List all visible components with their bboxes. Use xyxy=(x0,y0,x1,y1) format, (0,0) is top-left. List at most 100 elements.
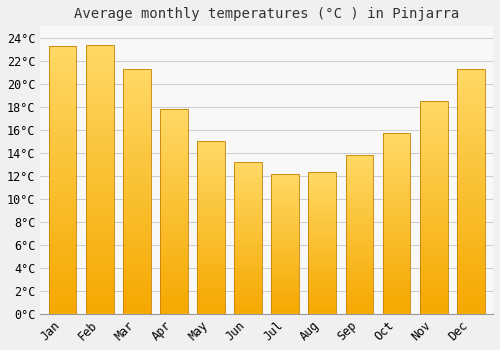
Bar xyxy=(160,310,188,314)
Bar xyxy=(86,55,114,61)
Bar xyxy=(308,212,336,215)
Bar xyxy=(48,132,76,137)
Bar xyxy=(382,227,410,231)
Bar xyxy=(382,133,410,137)
Bar xyxy=(346,298,374,301)
Bar xyxy=(382,220,410,224)
Bar xyxy=(48,250,76,255)
Bar xyxy=(160,216,188,220)
Bar xyxy=(272,263,299,266)
Bar xyxy=(457,275,484,280)
Bar xyxy=(48,206,76,212)
Bar xyxy=(308,288,336,291)
Bar xyxy=(86,77,114,82)
Bar xyxy=(123,108,150,113)
Bar xyxy=(420,271,448,275)
Bar xyxy=(123,147,150,152)
Bar xyxy=(457,182,484,187)
Bar xyxy=(160,134,188,138)
Bar xyxy=(272,286,299,289)
Bar xyxy=(420,122,448,127)
Bar xyxy=(308,184,336,187)
Bar xyxy=(86,201,114,206)
Bar xyxy=(234,226,262,229)
Bar xyxy=(48,217,76,223)
Bar xyxy=(197,231,225,234)
Bar xyxy=(48,67,76,73)
Bar xyxy=(457,304,484,309)
Bar xyxy=(382,216,410,220)
Bar xyxy=(346,171,374,174)
Bar xyxy=(308,206,336,209)
Bar xyxy=(382,166,410,169)
Bar xyxy=(382,289,410,292)
Bar xyxy=(197,234,225,238)
Bar xyxy=(272,311,299,314)
Bar xyxy=(197,266,225,269)
Bar xyxy=(160,269,188,273)
Bar xyxy=(48,105,76,110)
Bar xyxy=(382,231,410,234)
Bar xyxy=(234,195,262,198)
Bar xyxy=(234,183,262,186)
Bar xyxy=(197,145,225,148)
Bar xyxy=(86,120,114,125)
Bar xyxy=(48,282,76,287)
Bar xyxy=(272,244,299,246)
Bar xyxy=(197,241,225,245)
Bar xyxy=(234,280,262,284)
Bar xyxy=(272,218,299,221)
Bar xyxy=(86,222,114,228)
Bar xyxy=(234,274,262,278)
Bar xyxy=(48,89,76,94)
Bar xyxy=(272,221,299,224)
Bar xyxy=(86,147,114,152)
Bar xyxy=(308,252,336,254)
Bar xyxy=(123,69,150,74)
Bar xyxy=(308,302,336,306)
Bar xyxy=(86,228,114,233)
Bar xyxy=(272,289,299,292)
Bar xyxy=(86,50,114,55)
Bar xyxy=(160,277,188,281)
Bar xyxy=(382,209,410,213)
Bar xyxy=(308,223,336,226)
Bar xyxy=(272,303,299,306)
Bar xyxy=(272,185,299,188)
Bar xyxy=(346,193,374,196)
Bar xyxy=(308,243,336,246)
Bar xyxy=(123,216,150,221)
Bar xyxy=(197,183,225,186)
Bar xyxy=(382,300,410,303)
Bar xyxy=(308,306,336,308)
Bar xyxy=(123,211,150,216)
Bar xyxy=(272,255,299,258)
Bar xyxy=(160,248,188,252)
Bar xyxy=(123,201,150,206)
Bar xyxy=(48,201,76,206)
Bar xyxy=(160,109,188,113)
Bar xyxy=(234,302,262,305)
Bar xyxy=(382,285,410,289)
Bar xyxy=(346,164,374,168)
Bar xyxy=(234,162,262,314)
Bar xyxy=(272,174,299,176)
Bar xyxy=(48,153,76,159)
Bar xyxy=(48,137,76,142)
Bar xyxy=(382,260,410,263)
Bar xyxy=(160,150,188,154)
Bar xyxy=(420,229,448,233)
Bar xyxy=(346,250,374,253)
Bar xyxy=(346,196,374,200)
Bar xyxy=(197,162,225,166)
Bar xyxy=(86,206,114,212)
Bar xyxy=(308,178,336,181)
Bar xyxy=(346,276,374,279)
Bar xyxy=(346,209,374,212)
Bar xyxy=(382,180,410,184)
Bar xyxy=(346,241,374,244)
Bar xyxy=(197,290,225,293)
Bar xyxy=(457,108,484,113)
Bar xyxy=(272,246,299,249)
Bar xyxy=(234,265,262,268)
